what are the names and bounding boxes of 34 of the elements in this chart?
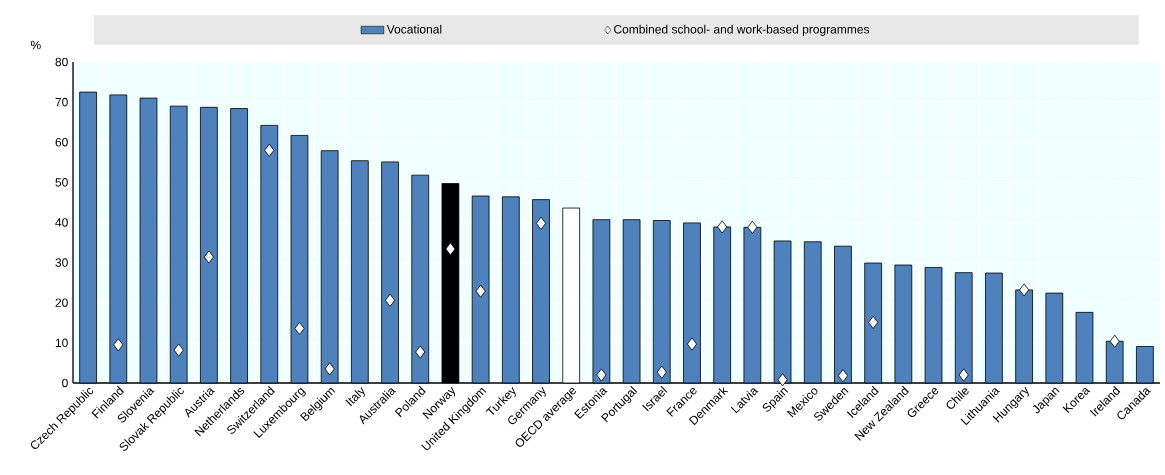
y-tick-label: 60 (55, 137, 68, 147)
y-tick-label: 10 (55, 338, 68, 348)
y-tick-label: 80 (55, 57, 68, 67)
point (536, 216, 547, 230)
y-tick-label: 0 (62, 378, 68, 388)
point (203, 250, 214, 264)
point (264, 143, 275, 157)
point (1109, 334, 1120, 348)
point (294, 321, 305, 335)
point (1019, 283, 1030, 297)
point (475, 284, 486, 298)
point (868, 315, 879, 329)
point (324, 362, 335, 376)
point (686, 337, 697, 351)
point (958, 368, 969, 382)
legend-label: Vocational (386, 24, 442, 34)
y-tick-label: 70 (55, 97, 68, 107)
y-tick-label: 30 (55, 258, 68, 267)
point (777, 373, 788, 387)
point (385, 293, 396, 307)
point (656, 365, 667, 379)
point (173, 343, 184, 357)
point (747, 220, 758, 234)
legend-label: Combined school- and work-based programmes (614, 24, 870, 36)
point (113, 338, 124, 352)
point (415, 345, 426, 359)
y-tick-label: 50 (55, 178, 68, 187)
point (596, 368, 607, 382)
point (717, 220, 728, 234)
point (445, 242, 456, 256)
y-tick-label: 20 (55, 298, 68, 307)
y-axis-title: % (30, 40, 41, 50)
point (837, 369, 848, 383)
y-tick-label: 40 (55, 218, 68, 227)
